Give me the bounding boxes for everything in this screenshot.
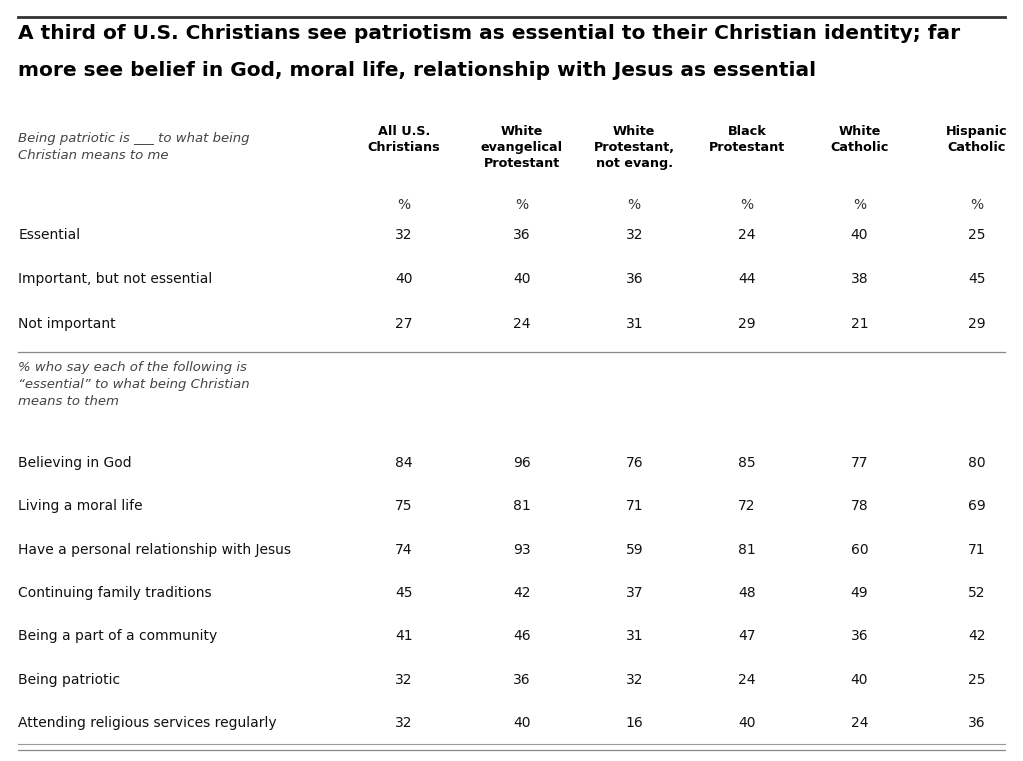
Text: 25: 25 <box>968 228 986 242</box>
Text: 77: 77 <box>850 456 869 470</box>
Text: 93: 93 <box>513 543 531 556</box>
Text: Have a personal relationship with Jesus: Have a personal relationship with Jesus <box>18 543 292 556</box>
Text: 45: 45 <box>395 586 413 600</box>
Text: 46: 46 <box>513 629 531 643</box>
Text: more see belief in God, moral life, relationship with Jesus as essential: more see belief in God, moral life, rela… <box>18 61 816 80</box>
Text: 72: 72 <box>738 499 756 513</box>
Text: %: % <box>971 198 983 212</box>
Text: 71: 71 <box>625 499 643 513</box>
Text: 40: 40 <box>738 716 756 730</box>
Text: 78: 78 <box>850 499 869 513</box>
Text: 37: 37 <box>625 586 643 600</box>
Text: 48: 48 <box>738 586 756 600</box>
Text: Essential: Essential <box>18 228 81 242</box>
Text: 81: 81 <box>513 499 531 513</box>
Text: 38: 38 <box>850 272 869 286</box>
Text: 75: 75 <box>395 499 413 513</box>
Text: 81: 81 <box>738 543 756 556</box>
Text: 32: 32 <box>625 228 643 242</box>
Text: 40: 40 <box>850 228 869 242</box>
Text: %: % <box>628 198 640 212</box>
Text: 40: 40 <box>513 272 531 286</box>
Text: 85: 85 <box>738 456 756 470</box>
Text: %: % <box>516 198 528 212</box>
Text: 32: 32 <box>625 673 643 686</box>
Text: White
Protestant,
not evang.: White Protestant, not evang. <box>593 125 675 170</box>
Text: %: % <box>398 198 410 212</box>
Text: 44: 44 <box>738 272 756 286</box>
Text: 47: 47 <box>738 629 756 643</box>
Text: 42: 42 <box>513 586 531 600</box>
Text: Living a moral life: Living a moral life <box>18 499 143 513</box>
Text: Being patriotic is ___ to what being
Christian means to me: Being patriotic is ___ to what being Chr… <box>18 132 250 162</box>
Text: 27: 27 <box>395 317 413 330</box>
Text: 84: 84 <box>395 456 413 470</box>
Text: Being patriotic: Being patriotic <box>18 673 121 686</box>
Text: Important, but not essential: Important, but not essential <box>18 272 213 286</box>
Text: 32: 32 <box>395 673 413 686</box>
Text: 40: 40 <box>850 673 869 686</box>
Text: 25: 25 <box>968 673 986 686</box>
Text: 36: 36 <box>625 272 643 286</box>
Text: Hispanic
Catholic: Hispanic Catholic <box>946 125 1008 154</box>
Text: 49: 49 <box>850 586 869 600</box>
Text: 52: 52 <box>968 586 986 600</box>
Text: Attending religious services regularly: Attending religious services regularly <box>18 716 277 730</box>
Text: 29: 29 <box>968 317 986 330</box>
Text: %: % <box>741 198 753 212</box>
Text: 60: 60 <box>850 543 869 556</box>
Text: A third of U.S. Christians see patriotism as essential to their Christian identi: A third of U.S. Christians see patriotis… <box>18 24 961 43</box>
Text: White
Catholic: White Catholic <box>830 125 889 154</box>
Text: 24: 24 <box>513 317 531 330</box>
Text: 31: 31 <box>625 317 643 330</box>
Text: 80: 80 <box>968 456 986 470</box>
Text: 41: 41 <box>395 629 413 643</box>
Text: 24: 24 <box>738 673 756 686</box>
Text: 36: 36 <box>850 629 869 643</box>
Text: Not important: Not important <box>18 317 116 330</box>
Text: %: % <box>853 198 865 212</box>
Text: % who say each of the following is
“essential” to what being Christian
means to : % who say each of the following is “esse… <box>18 361 250 408</box>
Text: 31: 31 <box>625 629 643 643</box>
Text: 45: 45 <box>968 272 986 286</box>
Text: 74: 74 <box>395 543 413 556</box>
Text: 29: 29 <box>738 317 756 330</box>
Text: 76: 76 <box>625 456 643 470</box>
Text: 36: 36 <box>968 716 986 730</box>
Text: 36: 36 <box>513 228 531 242</box>
Text: 40: 40 <box>513 716 531 730</box>
Text: White
evangelical
Protestant: White evangelical Protestant <box>481 125 563 170</box>
Text: 32: 32 <box>395 716 413 730</box>
Text: 24: 24 <box>738 228 756 242</box>
Text: 42: 42 <box>968 629 986 643</box>
Text: 69: 69 <box>968 499 986 513</box>
Text: 16: 16 <box>625 716 643 730</box>
Text: 71: 71 <box>968 543 986 556</box>
Text: Continuing family traditions: Continuing family traditions <box>18 586 212 600</box>
Text: 36: 36 <box>513 673 531 686</box>
Text: 96: 96 <box>513 456 531 470</box>
Text: Believing in God: Believing in God <box>18 456 132 470</box>
Text: All U.S.
Christians: All U.S. Christians <box>368 125 440 154</box>
Text: 59: 59 <box>625 543 643 556</box>
Text: 40: 40 <box>395 272 413 286</box>
Text: Black
Protestant: Black Protestant <box>709 125 785 154</box>
Text: 24: 24 <box>850 716 869 730</box>
Text: 21: 21 <box>850 317 869 330</box>
Text: Being a part of a community: Being a part of a community <box>18 629 218 643</box>
Text: 32: 32 <box>395 228 413 242</box>
